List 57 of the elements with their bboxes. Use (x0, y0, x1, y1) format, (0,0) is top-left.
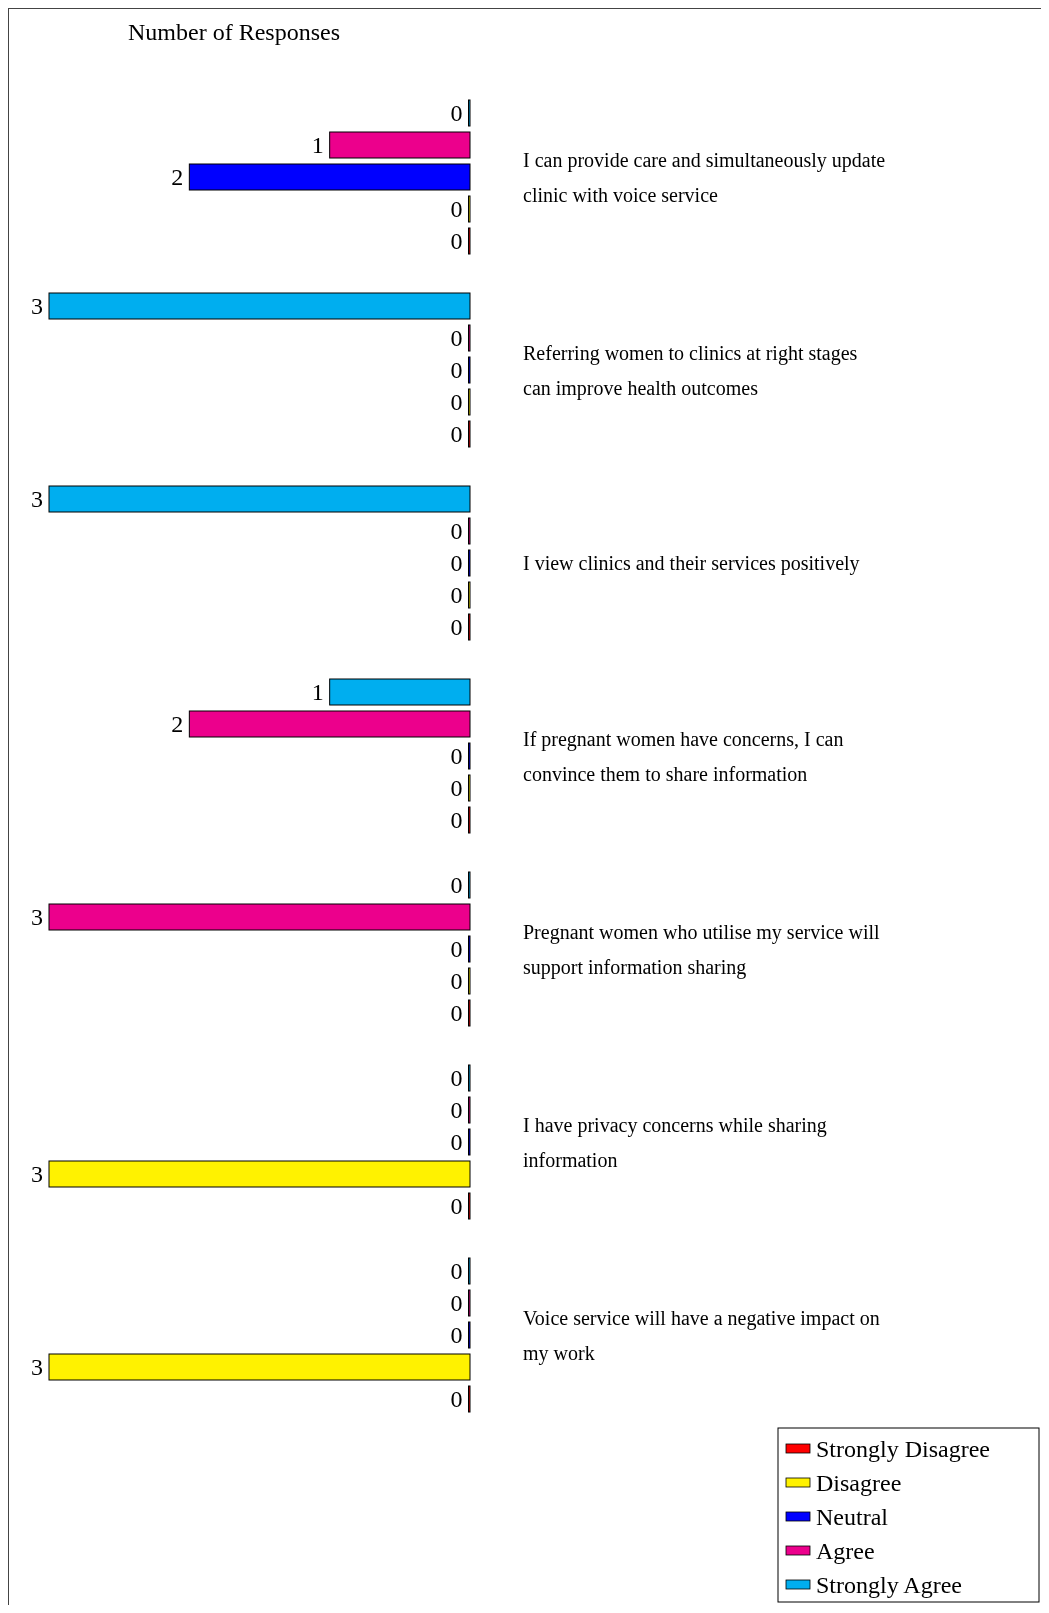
data-label: 0 (450, 872, 463, 898)
bar (329, 678, 471, 706)
y-tick-label: If pregnant women have concerns, I can convince them to share information (523, 727, 844, 785)
data-label: 0 (450, 357, 463, 383)
data-label: 0 (450, 1000, 463, 1026)
bar (188, 710, 471, 738)
legend-label: Strongly Disagree (816, 1436, 990, 1462)
y-tick-label: Pregnant women who utilise my service will support information sharing (523, 920, 881, 979)
legend-label: Agree (816, 1538, 875, 1564)
data-label: 3 (31, 1354, 43, 1380)
data-label: 0 (450, 518, 463, 544)
data-label: 0 (450, 614, 463, 640)
bar (48, 1160, 471, 1188)
bar (329, 131, 471, 159)
y-tick-label: I have privacy concerns while sharing information (523, 1113, 827, 1171)
data-label: 0 (450, 421, 463, 447)
bar (48, 485, 471, 513)
data-label: 0 (450, 807, 463, 833)
legend-label: Strongly Agree (816, 1572, 962, 1598)
bar (48, 292, 471, 320)
data-label: 3 (31, 486, 43, 512)
data-label: 0 (450, 1065, 463, 1091)
data-label: 0 (450, 1193, 463, 1219)
y-tick-label: Referring women to clinics at right stages can improve health outcomes (523, 341, 858, 400)
bar (48, 903, 471, 931)
data-label: 0 (450, 228, 463, 254)
data-label: 0 (450, 1322, 463, 1348)
data-label: 3 (31, 293, 43, 319)
y-tick-label: Voice service will have a negative impact on my work (523, 1306, 880, 1365)
data-label: 0 (450, 1097, 463, 1123)
data-label: 0 (450, 936, 463, 962)
data-label: 3 (31, 904, 43, 930)
data-label: 0 (450, 775, 463, 801)
data-label: 1 (311, 679, 324, 705)
data-label: 0 (450, 968, 463, 994)
data-label: 0 (450, 196, 463, 222)
data-label: 1 (311, 132, 324, 158)
legend-label: Disagree (816, 1470, 902, 1496)
x-axis-title: Number of Responses (128, 19, 340, 45)
y-tick-label: I view clinics and their services positively (523, 552, 860, 575)
data-label: 0 (450, 389, 463, 415)
bar (48, 1353, 471, 1381)
data-label: 0 (450, 1386, 463, 1412)
data-label: 0 (450, 1129, 463, 1155)
data-label: 0 (450, 325, 463, 351)
legend-label: Neutral (816, 1504, 889, 1530)
data-label: 0 (450, 743, 463, 769)
bar (188, 163, 471, 191)
y-tick-label: I can provide care and simultaneously update clinic with voice service (523, 148, 886, 206)
data-label: 0 (450, 582, 463, 608)
data-label: 2 (171, 164, 184, 190)
data-label: 0 (450, 100, 463, 126)
data-label: 3 (31, 1161, 43, 1187)
data-label: 0 (450, 550, 463, 576)
data-label: 0 (450, 1290, 463, 1316)
data-label: 0 (450, 1258, 463, 1284)
data-label: 2 (171, 711, 184, 737)
